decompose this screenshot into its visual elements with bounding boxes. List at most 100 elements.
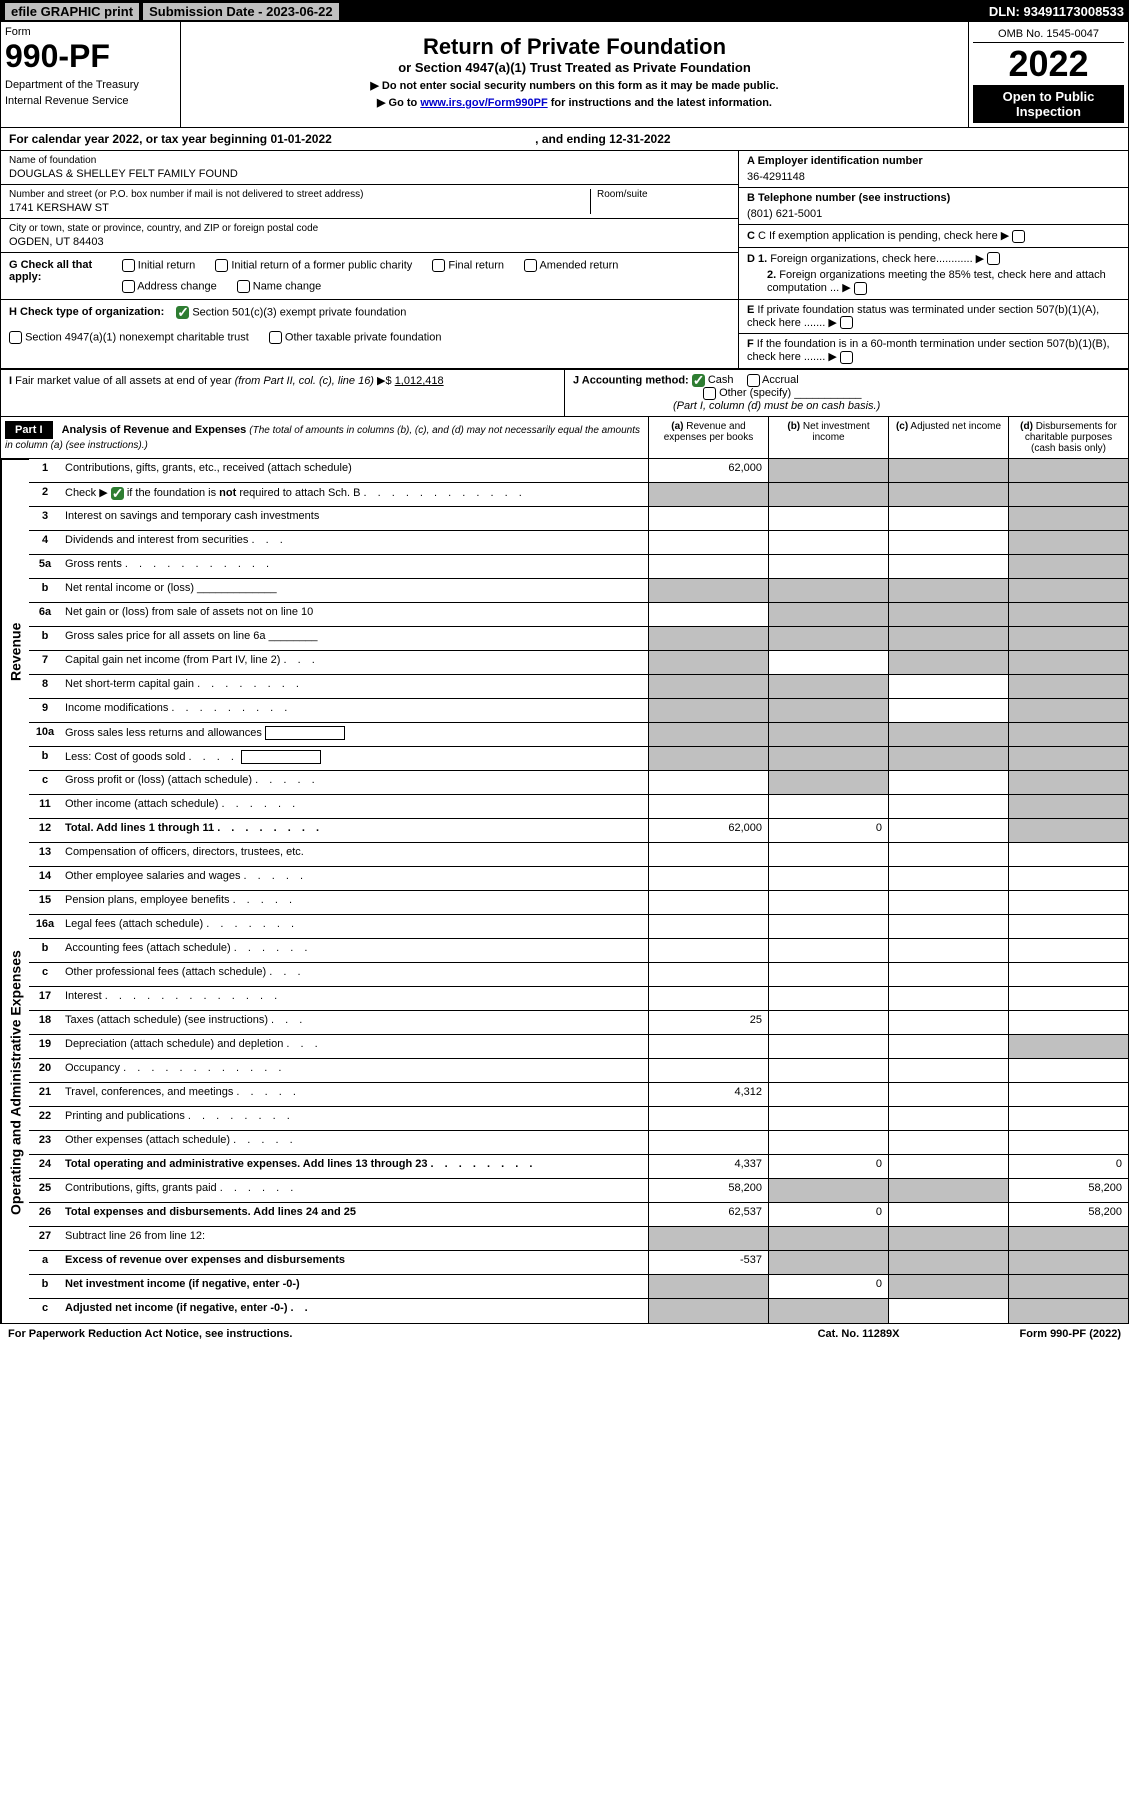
row-27b: bNet investment income (if negative, ent… <box>29 1275 1128 1299</box>
tax-year: 2022 <box>973 43 1124 85</box>
row-21: 21Travel, conferences, and meetings . . … <box>29 1083 1128 1107</box>
g-name-change[interactable]: Name change <box>237 280 322 293</box>
foundation-name-cell: Name of foundation DOUGLAS & SHELLEY FEL… <box>1 151 738 185</box>
form-title: Return of Private Foundation <box>189 34 960 60</box>
row-23: 23Other expenses (attach schedule) . . .… <box>29 1131 1128 1155</box>
row-27: 27Subtract line 26 from line 12: <box>29 1227 1128 1251</box>
h-4947[interactable]: Section 4947(a)(1) nonexempt charitable … <box>9 331 249 344</box>
h-other-taxable[interactable]: Other taxable private foundation <box>269 331 442 344</box>
h-check-row: H Check type of organization: Section 50… <box>1 300 738 350</box>
row-16a: 16aLegal fees (attach schedule) . . . . … <box>29 915 1128 939</box>
row-26: 26Total expenses and disbursements. Add … <box>29 1203 1128 1227</box>
row-9: 9Income modifications . . . . . . . . . <box>29 699 1128 723</box>
g-final-return[interactable]: Final return <box>432 259 504 272</box>
row-15: 15Pension plans, employee benefits . . .… <box>29 891 1128 915</box>
row-19: 19Depreciation (attach schedule) and dep… <box>29 1035 1128 1059</box>
top-bar: efile GRAPHIC print Submission Date - 20… <box>1 1 1128 22</box>
i-j-row: I Fair market value of all assets at end… <box>1 369 1128 417</box>
part1-header: Part I Analysis of Revenue and Expenses … <box>1 417 1128 459</box>
j-cash[interactable]: Cash <box>692 374 734 386</box>
page-footer: For Paperwork Reduction Act Notice, see … <box>0 1324 1129 1344</box>
row-14: 14Other employee salaries and wages . . … <box>29 867 1128 891</box>
irs-link[interactable]: www.irs.gov/Form990PF <box>420 97 547 109</box>
d2-checkbox[interactable] <box>854 282 867 295</box>
submission-date: Submission Date - 2023-06-22 <box>143 3 339 20</box>
row-22: 22Printing and publications . . . . . . … <box>29 1107 1128 1131</box>
c-checkbox[interactable] <box>1012 230 1025 243</box>
row-2: 2Check ▶ if the foundation is not requir… <box>29 483 1128 507</box>
row-11: 11Other income (attach schedule) . . . .… <box>29 795 1128 819</box>
f-section: F If the foundation is in a 60-month ter… <box>739 334 1128 368</box>
part1-badge: Part I <box>5 421 53 439</box>
c-section: C C If exemption application is pending,… <box>739 225 1128 248</box>
cat-number: Cat. No. 11289X <box>818 1328 900 1340</box>
header-center: Return of Private Foundation or Section … <box>181 22 968 127</box>
h-501c3[interactable]: Section 501(c)(3) exempt private foundat… <box>176 306 406 319</box>
row-10b: bLess: Cost of goods sold . . . . <box>29 747 1128 771</box>
row-25: 25Contributions, gifts, grants paid . . … <box>29 1179 1128 1203</box>
g-amended[interactable]: Amended return <box>524 259 618 272</box>
row-5b: bNet rental income or (loss) ___________… <box>29 579 1128 603</box>
row-13: 13Compensation of officers, directors, t… <box>29 843 1128 867</box>
dept-treasury: Department of the Treasury <box>5 79 176 91</box>
row-6b: bGross sales price for all assets on lin… <box>29 627 1128 651</box>
efile-badge: efile GRAPHIC print <box>5 3 139 20</box>
d1-checkbox[interactable] <box>987 252 1000 265</box>
open-public: Open to Public Inspection <box>973 85 1124 123</box>
ssn-note: ▶ Do not enter social security numbers o… <box>189 79 960 92</box>
entity-section: Name of foundation DOUGLAS & SHELLEY FEL… <box>1 151 1128 369</box>
j-other[interactable]: Other (specify) <box>703 387 791 399</box>
row-8: 8Net short-term capital gain . . . . . .… <box>29 675 1128 699</box>
row-24: 24Total operating and administrative exp… <box>29 1155 1128 1179</box>
link-note: ▶ Go to www.irs.gov/Form990PF for instru… <box>189 96 960 109</box>
schb-checkbox[interactable] <box>111 487 124 500</box>
city-cell: City or town, state or province, country… <box>1 219 738 253</box>
f-checkbox[interactable] <box>840 351 853 364</box>
row-27c: cAdjusted net income (if negative, enter… <box>29 1299 1128 1323</box>
form-label: Form <box>5 26 176 38</box>
i-section: I Fair market value of all assets at end… <box>1 370 565 416</box>
row-20: 20Occupancy . . . . . . . . . . . . <box>29 1059 1128 1083</box>
revenue-section: Revenue 1Contributions, gifts, grants, e… <box>1 459 1128 843</box>
row-4: 4Dividends and interest from securities … <box>29 531 1128 555</box>
form-container: efile GRAPHIC print Submission Date - 20… <box>0 0 1129 1324</box>
row-18: 18Taxes (attach schedule) (see instructi… <box>29 1011 1128 1035</box>
row-10a: 10aGross sales less returns and allowanc… <box>29 723 1128 747</box>
entity-right: A Employer identification number 36-4291… <box>738 151 1128 368</box>
e-checkbox[interactable] <box>840 316 853 329</box>
col-d-header: (d) Disbursements for charitable purpose… <box>1008 417 1128 458</box>
g-check-row: G Check all that apply: Initial return I… <box>1 253 738 300</box>
row-10c: cGross profit or (loss) (attach schedule… <box>29 771 1128 795</box>
header-right: OMB No. 1545-0047 2022 Open to Public In… <box>968 22 1128 127</box>
entity-left: Name of foundation DOUGLAS & SHELLEY FEL… <box>1 151 738 368</box>
row-6a: 6aNet gain or (loss) from sale of assets… <box>29 603 1128 627</box>
row-17: 17Interest . . . . . . . . . . . . . <box>29 987 1128 1011</box>
row-1: 1Contributions, gifts, grants, etc., rec… <box>29 459 1128 483</box>
expenses-section: Operating and Administrative Expenses 13… <box>1 843 1128 1323</box>
dln: DLN: 93491173008533 <box>989 4 1124 19</box>
phone-section: B Telephone number (see instructions) (8… <box>739 188 1128 225</box>
header-left: Form 990-PF Department of the Treasury I… <box>1 22 181 127</box>
g-address-change[interactable]: Address change <box>122 280 217 293</box>
col-a-header: (a) Revenue and expenses per books <box>648 417 768 458</box>
g-initial-former[interactable]: Initial return of a former public charit… <box>215 259 412 272</box>
d-section: D 1. Foreign organizations, check here..… <box>739 248 1128 300</box>
row-12: 12Total. Add lines 1 through 11 . . . . … <box>29 819 1128 843</box>
address-cell: Number and street (or P.O. box number if… <box>1 185 738 219</box>
row-3: 3Interest on savings and temporary cash … <box>29 507 1128 531</box>
part1-title-cell: Part I Analysis of Revenue and Expenses … <box>1 417 648 458</box>
row-7: 7Capital gain net income (from Part IV, … <box>29 651 1128 675</box>
form-subtitle: or Section 4947(a)(1) Trust Treated as P… <box>189 60 960 75</box>
form-ref: Form 990-PF (2022) <box>1020 1328 1122 1340</box>
form-number: 990-PF <box>5 38 176 75</box>
row-5a: 5aGross rents . . . . . . . . . . . <box>29 555 1128 579</box>
ein-section: A Employer identification number 36-4291… <box>739 151 1128 188</box>
omb-number: OMB No. 1545-0047 <box>973 26 1124 43</box>
row-27a: aExcess of revenue over expenses and dis… <box>29 1251 1128 1275</box>
g-initial-return[interactable]: Initial return <box>122 259 196 272</box>
j-accrual[interactable]: Accrual <box>747 374 799 386</box>
col-c-header: (c) Adjusted net income <box>888 417 1008 458</box>
j-section: J Accounting method: Cash Accrual Other … <box>565 370 1128 416</box>
row-16c: cOther professional fees (attach schedul… <box>29 963 1128 987</box>
expenses-side-label: Operating and Administrative Expenses <box>1 843 29 1323</box>
